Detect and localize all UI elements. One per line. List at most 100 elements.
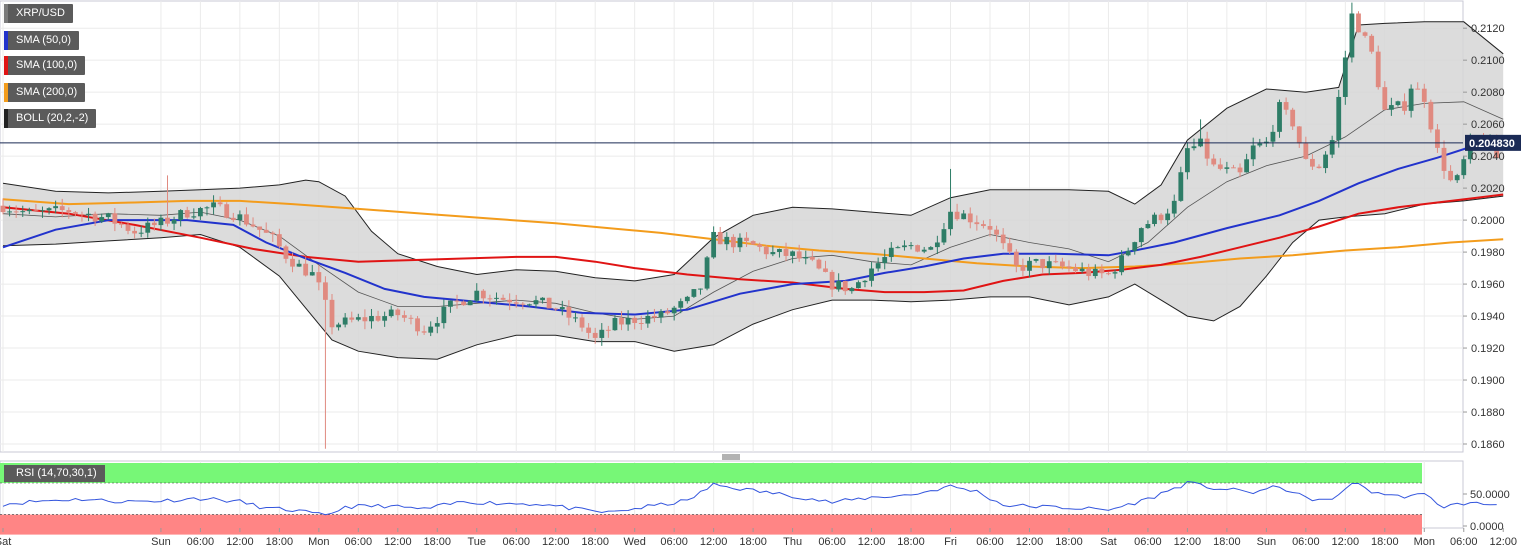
price-tick-label: 0.2120	[1471, 23, 1505, 35]
time-tick-label: 06:00	[976, 536, 1004, 548]
candle-up	[882, 257, 888, 264]
legend-symbol[interactable]: XRP/USD	[4, 4, 73, 23]
legend-sma50-swatch	[4, 31, 8, 50]
candle-down	[816, 259, 822, 269]
candle-down	[665, 311, 670, 314]
candle-up	[171, 219, 177, 224]
candle-up	[527, 304, 532, 306]
candle-up	[625, 317, 631, 325]
candle-down	[1310, 158, 1315, 167]
candle-up	[1323, 154, 1328, 169]
legend-sma100[interactable]: SMA (100,0)	[4, 56, 86, 75]
candle-down	[461, 301, 466, 306]
candle-up	[1138, 228, 1144, 243]
candle-up	[888, 247, 894, 258]
candle-down	[487, 298, 493, 300]
candle-down	[1402, 101, 1407, 111]
candle-down	[1448, 170, 1453, 181]
candle-down	[744, 237, 749, 242]
candle-up	[388, 309, 394, 317]
legend-sma200[interactable]: SMA (200,0)	[4, 83, 86, 102]
candle-down	[79, 213, 85, 215]
candle-up	[1027, 260, 1032, 271]
candle-down	[1007, 243, 1013, 252]
candle-up	[428, 326, 434, 333]
candle-up	[53, 206, 59, 209]
candle-up	[342, 317, 348, 325]
candle-down	[421, 331, 427, 333]
candle-up	[1185, 148, 1190, 173]
rsi-oversold-zone	[0, 514, 1422, 535]
candle-down	[974, 222, 980, 225]
candle-up	[1092, 268, 1098, 277]
price-tick-label: 0.2060	[1471, 119, 1505, 131]
candle-down	[375, 315, 381, 321]
candle-up	[198, 208, 203, 217]
time-tick-label: 06:00	[502, 536, 530, 548]
candle-up	[99, 217, 105, 222]
candle-up	[448, 300, 453, 307]
candle-down	[1053, 261, 1059, 263]
time-tick-label: 12:00	[1489, 536, 1517, 548]
candle-down	[1106, 273, 1111, 275]
candle-down	[1158, 214, 1164, 221]
candle-down	[303, 263, 309, 276]
time-tick-label: 12:00	[384, 536, 412, 548]
candle-down	[362, 317, 368, 322]
candle-up	[1461, 159, 1467, 176]
candle-up	[770, 252, 776, 255]
candle-down	[954, 211, 960, 220]
candle-down	[283, 246, 289, 259]
price-tick-label: 0.1980	[1471, 247, 1505, 259]
time-tick-label: 18:00	[897, 536, 925, 548]
candle-up	[1388, 105, 1394, 110]
candle-down	[480, 290, 486, 299]
sma100-line	[2, 193, 1504, 294]
candle-down	[842, 280, 848, 292]
candle-up	[369, 315, 374, 322]
candle-down	[823, 268, 828, 272]
candle-down	[566, 307, 572, 318]
legend-sma50[interactable]: SMA (50,0)	[4, 31, 80, 50]
candle-up	[895, 247, 901, 249]
legend-boll[interactable]: BOLL (20,2,-2)	[4, 109, 97, 128]
candle-up	[902, 245, 907, 248]
candle-down	[1296, 126, 1302, 144]
time-tick-label: 18:00	[1213, 536, 1241, 548]
candle-up	[355, 317, 361, 320]
candle-down	[632, 317, 638, 324]
candle-up	[1336, 96, 1342, 141]
time-tick-label: 06:00	[1450, 536, 1478, 548]
candle-down	[151, 222, 157, 226]
candle-down	[1362, 32, 1368, 36]
candle-up	[237, 214, 243, 221]
candle-down	[783, 249, 789, 256]
candle-up	[1408, 88, 1414, 111]
time-tick-label: 12:00	[542, 536, 570, 548]
candle-up	[941, 229, 947, 243]
rsi-axis: 50.0000 0.0000	[1463, 489, 1510, 533]
candle-up	[191, 216, 197, 218]
candle-down	[1428, 101, 1434, 130]
pane-divider-handle	[722, 454, 740, 460]
candle-up	[671, 307, 677, 314]
time-tick-label: Mon	[308, 536, 329, 548]
candle-up	[1132, 242, 1138, 251]
time-tick-label: 18:00	[1055, 536, 1083, 548]
candle-up	[1270, 131, 1276, 142]
bollinger-mid-line	[2, 101, 1504, 320]
time-tick-label: 06:00	[660, 536, 688, 548]
price-axis: 0.2120 0.2100 0.2080 0.2060 0.2040 0.2020 0.20…	[1463, 23, 1505, 451]
candle-up	[612, 317, 618, 331]
candle-up	[474, 290, 480, 301]
candle-down	[92, 213, 98, 222]
candle-up	[336, 324, 341, 328]
candle-up	[573, 317, 578, 319]
candle-down	[1013, 251, 1019, 266]
legend-symbol-label: XRP/USD	[16, 7, 65, 19]
rsi-legend[interactable]: RSI (14,70,30,1)	[4, 465, 105, 482]
candle-down	[1086, 268, 1092, 277]
candle-down	[401, 315, 407, 318]
candle-up	[158, 217, 164, 226]
candle-up	[1165, 213, 1171, 221]
